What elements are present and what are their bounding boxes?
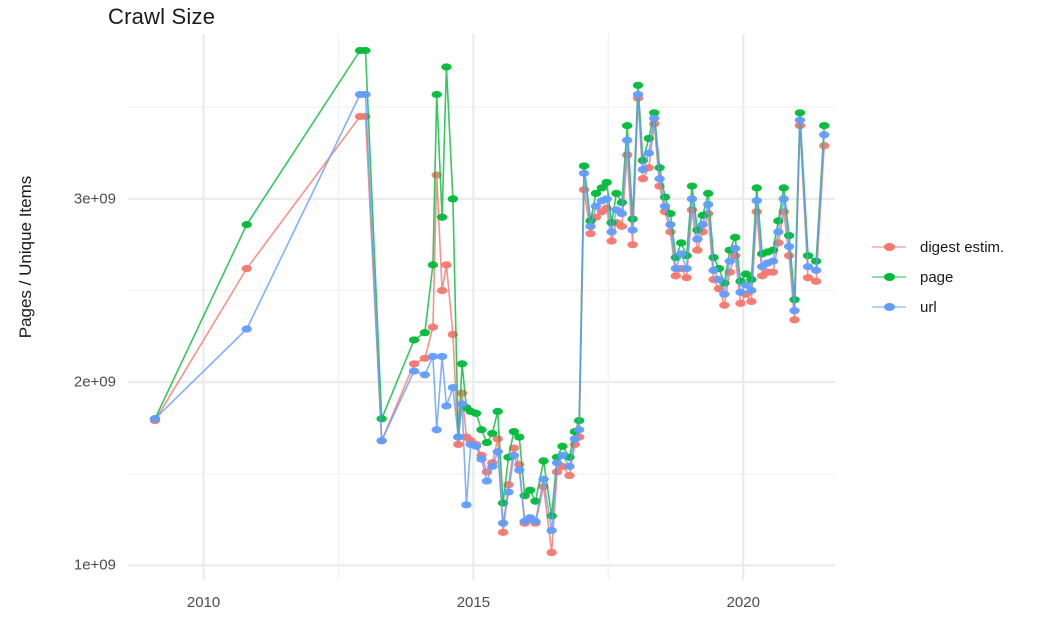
legend-item-url[interactable]: url	[872, 292, 1052, 322]
legend: digest estim. page url	[872, 232, 1052, 322]
plot-svg	[128, 34, 835, 580]
series-url	[149, 90, 830, 535]
legend-item-label: digest estim.	[920, 238, 1005, 256]
legend-key-icon	[872, 236, 906, 258]
legend-item-label: page	[920, 268, 954, 286]
gridlines	[128, 34, 835, 580]
chart-title: Crawl Size	[108, 4, 216, 29]
y-axis-title: Pages / Unique Items	[16, 175, 35, 339]
series-digest-estim-	[149, 94, 830, 557]
x-axis-tick-label: 2020	[726, 594, 760, 611]
legend-item-page[interactable]: page	[872, 262, 1052, 292]
legend-key-icon	[872, 266, 906, 288]
legend-key-icon	[872, 296, 906, 318]
legend-item-digest-estim-[interactable]: digest estim.	[872, 232, 1052, 262]
series-page	[149, 46, 830, 520]
x-axis-tick-label: 2010	[186, 594, 221, 611]
x-axis-tick-label: 2015	[456, 594, 491, 611]
plot-panel	[128, 34, 835, 580]
legend-item-label: url	[920, 298, 937, 316]
y-axis-tick-label: 1e+09	[73, 556, 116, 574]
